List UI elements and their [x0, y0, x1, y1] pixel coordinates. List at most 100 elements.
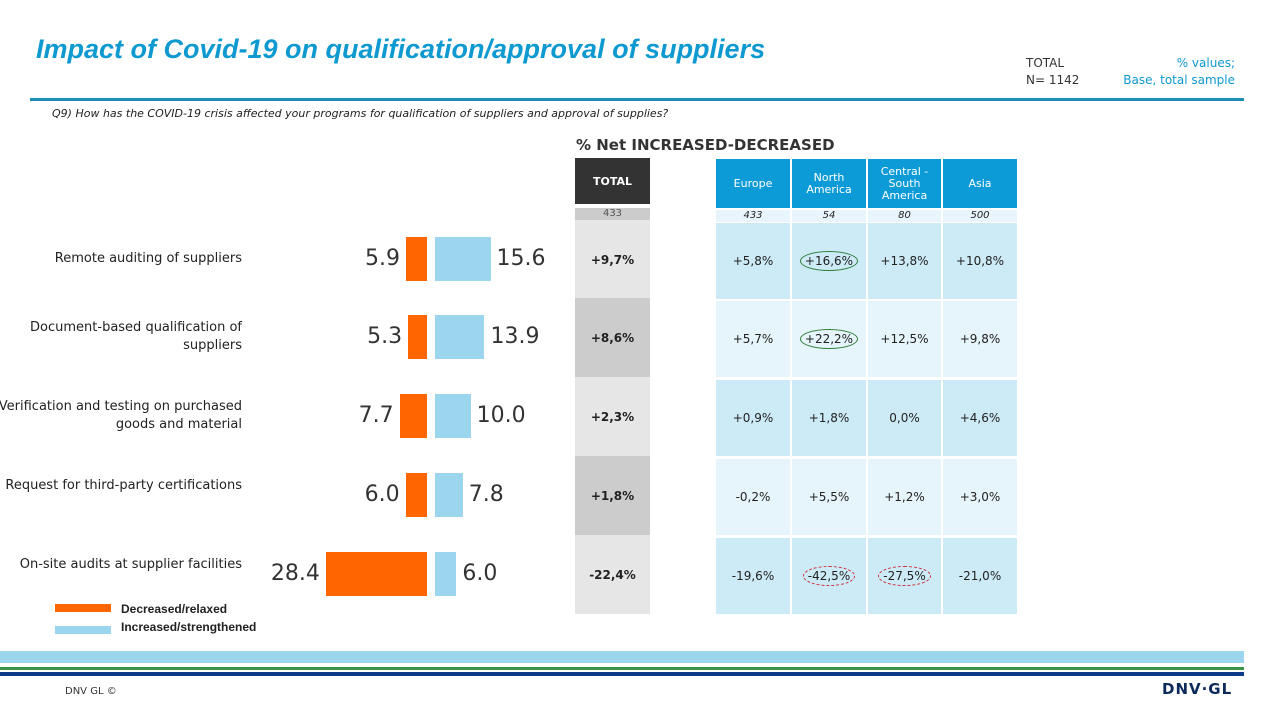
region-net-value: -21,0%	[943, 538, 1019, 616]
n-label: N= 1142	[1026, 73, 1080, 87]
base-note: % values; Base, total sample	[1090, 55, 1235, 89]
net-value-text: +5,7%	[732, 332, 774, 346]
bar-decreased	[405, 237, 427, 282]
total-header: TOTAL	[575, 158, 650, 204]
region-net-value: +16,6%	[792, 223, 868, 301]
bar-increased	[435, 394, 471, 439]
net-table-title: % Net INCREASED-DECREASED	[576, 136, 835, 154]
net-value-text: +22,2%	[799, 329, 859, 349]
region-name: Central - South America	[880, 164, 929, 202]
net-value-text: +13,8%	[880, 254, 929, 268]
note-base: Base, total sample	[1123, 73, 1235, 87]
region-base: 433	[716, 210, 792, 222]
value-label-increased: 6.0	[462, 561, 498, 587]
region-header: North America	[792, 159, 868, 208]
legend-swatch-increased	[55, 626, 111, 634]
value-label-decreased: 5.3	[367, 324, 403, 350]
region-name: Asia	[968, 176, 992, 190]
bar-increased	[435, 552, 457, 597]
net-value-text: +1,8%	[808, 411, 850, 425]
region-net-value: +1,2%	[868, 459, 943, 537]
region-net-value: +10,8%	[943, 223, 1019, 301]
region-net-value: -42,5%	[792, 538, 868, 616]
region-header: Asia	[943, 159, 1019, 208]
category-label: Request for third-party certifications	[5, 478, 242, 494]
net-value-text: -0,2%	[735, 490, 771, 504]
region-net-value: +5,5%	[792, 459, 868, 537]
net-value-text: -27,5%	[878, 566, 931, 586]
region-base: 80	[868, 210, 943, 222]
page-title: Impact of Covid-19 on qualification/appr…	[36, 34, 766, 64]
value-label-increased: 10.0	[476, 403, 526, 429]
net-value-text: +4,6%	[959, 411, 1001, 425]
region-net-value: +13,8%	[868, 223, 943, 301]
value-label-decreased: 28.4	[270, 561, 320, 587]
footer-band-light-blue	[0, 651, 1244, 663]
value-label-decreased: 6.0	[364, 482, 400, 508]
dnvgl-logo: DNV·GL	[1162, 680, 1233, 698]
region-net-value: -19,6%	[716, 538, 792, 616]
total-net-value: +2,3%	[575, 377, 650, 456]
region-net-value: +12,5%	[868, 301, 943, 379]
legend-label-increased: Increased/strengthened	[121, 620, 257, 634]
bar-decreased	[408, 315, 427, 360]
legend-label-decreased: Decreased/relaxed	[121, 602, 228, 616]
bar-decreased	[405, 473, 427, 518]
value-label-decreased: 5.9	[365, 246, 400, 272]
category-label: On-site audits at supplier facilities	[19, 557, 242, 573]
legend-swatch-decreased	[55, 604, 111, 612]
net-value-text: -19,6%	[731, 569, 775, 583]
copyright: DNV GL ©	[65, 686, 117, 697]
question-text: Q9) How has the COVID-19 crisis affected…	[52, 107, 669, 120]
total-net-value: +8,6%	[575, 298, 650, 377]
total-net-value: +1,8%	[575, 456, 650, 535]
region-base: 54	[792, 210, 868, 222]
value-label-increased: 15.6	[496, 246, 546, 272]
footer-band-dark-blue	[0, 672, 1244, 676]
net-value-text: -21,0%	[958, 569, 1002, 583]
net-value-text: +9,8%	[959, 332, 1001, 346]
net-value-text: +10,8%	[955, 254, 1005, 268]
net-value-text: 0,0%	[889, 411, 920, 425]
total-base: 433	[575, 208, 650, 220]
region-net-value: +9,8%	[943, 301, 1019, 379]
value-label-decreased: 7.7	[358, 403, 394, 429]
net-value-text: +5,5%	[808, 490, 850, 504]
sample-size: TOTAL N= 1142	[1026, 55, 1079, 89]
region-name: North America	[806, 170, 852, 196]
region-net-value: -27,5%	[868, 538, 943, 616]
region-header: Europe	[716, 159, 792, 208]
total-label: TOTAL	[1026, 56, 1065, 70]
note-values: % values;	[1176, 56, 1235, 70]
region-net-value: +5,7%	[716, 301, 792, 379]
net-value-text: +12,5%	[880, 332, 929, 346]
net-value-text: +5,8%	[732, 254, 774, 268]
value-label-increased: 7.8	[468, 482, 504, 508]
region-net-value: +22,2%	[792, 301, 868, 379]
net-value-text: +3,0%	[959, 490, 1001, 504]
category-label: Document-based qualification of supplier…	[30, 320, 242, 354]
category-label: Verification and testing on purchased go…	[0, 399, 242, 433]
region-base: 500	[943, 210, 1019, 222]
value-label-increased: 13.9	[490, 324, 540, 350]
total-net-value: +9,7%	[575, 220, 650, 299]
region-net-value: -0,2%	[716, 459, 792, 537]
region-net-value: +1,8%	[792, 380, 868, 458]
net-value-text: +0,9%	[732, 411, 774, 425]
total-net-value: -22,4%	[575, 535, 650, 614]
bar-increased	[435, 315, 485, 360]
bar-decreased	[325, 552, 427, 597]
region-name: Europe	[733, 176, 773, 190]
region-net-value: +0,9%	[716, 380, 792, 458]
region-net-value: +4,6%	[943, 380, 1019, 458]
footer-band-green	[0, 667, 1244, 670]
region-net-value: +5,8%	[716, 223, 792, 301]
net-value-text: +16,6%	[799, 251, 859, 271]
bar-increased	[435, 237, 491, 282]
bar-increased	[435, 473, 463, 518]
region-net-value: +3,0%	[943, 459, 1019, 537]
title-divider	[30, 98, 1244, 101]
net-value-text: -42,5%	[802, 566, 856, 586]
region-header: Central - South America	[868, 159, 943, 208]
region-net-value: 0,0%	[868, 380, 943, 458]
